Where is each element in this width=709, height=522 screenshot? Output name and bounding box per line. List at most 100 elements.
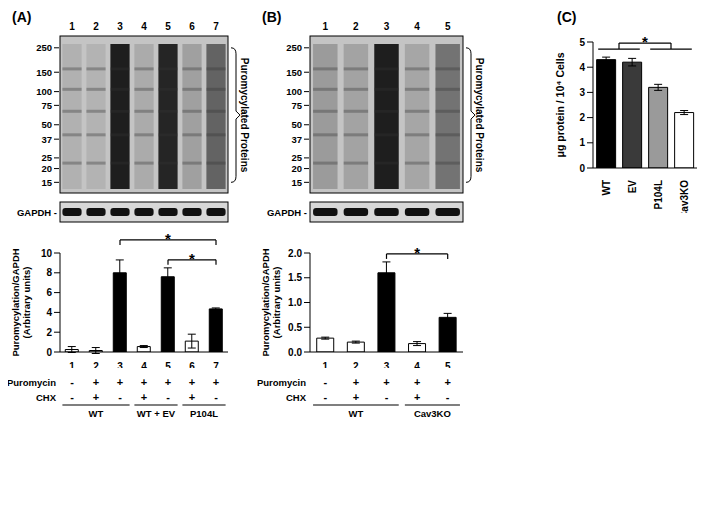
svg-text:1: 1 xyxy=(323,361,329,368)
svg-text:+: + xyxy=(444,376,450,388)
svg-text:50: 50 xyxy=(291,119,302,130)
svg-text:+: + xyxy=(117,376,123,388)
svg-text:4: 4 xyxy=(141,21,147,32)
svg-text:Puromycylation/GAPDH: Puromycylation/GAPDH xyxy=(10,248,21,356)
svg-text:Cav3KO: Cav3KO xyxy=(679,180,690,213)
svg-text:3: 3 xyxy=(117,21,123,32)
svg-text:+: + xyxy=(141,376,147,388)
svg-text:+: + xyxy=(353,391,359,403)
svg-text:1: 1 xyxy=(579,137,585,148)
svg-text:+: + xyxy=(213,376,219,388)
svg-text:Puromycylated Proteins: Puromycylated Proteins xyxy=(474,58,485,173)
svg-text:WT: WT xyxy=(89,408,104,419)
svg-text:-: - xyxy=(118,391,122,403)
svg-text:20: 20 xyxy=(41,163,52,174)
svg-text:0.0: 0.0 xyxy=(288,347,302,358)
svg-text:0: 0 xyxy=(46,347,52,358)
svg-text:(A): (A) xyxy=(12,9,31,25)
svg-text:Puromycin: Puromycin xyxy=(257,377,306,388)
svg-text:15: 15 xyxy=(291,177,302,188)
svg-text:-: - xyxy=(70,391,74,403)
svg-text:GAPDH -: GAPDH - xyxy=(267,207,307,218)
svg-text:+: + xyxy=(93,391,99,403)
svg-text:Puromycin: Puromycin xyxy=(8,377,56,388)
svg-text:EV: EV xyxy=(627,180,638,194)
svg-text:3: 3 xyxy=(384,21,390,32)
svg-text:+: + xyxy=(414,376,420,388)
svg-text:5: 5 xyxy=(445,21,451,32)
svg-text:250: 250 xyxy=(36,42,52,53)
svg-text:CHX: CHX xyxy=(36,392,57,403)
svg-text:75: 75 xyxy=(291,100,302,111)
svg-text:*: * xyxy=(642,33,648,50)
svg-text:1: 1 xyxy=(69,21,75,32)
svg-text:*: * xyxy=(165,230,171,247)
svg-text:150: 150 xyxy=(286,67,302,78)
svg-text:μg protein / 10⁴ Cells: μg protein / 10⁴ Cells xyxy=(554,52,566,157)
svg-text:8: 8 xyxy=(46,267,52,278)
svg-text:6: 6 xyxy=(189,21,195,32)
svg-text:2: 2 xyxy=(353,21,359,32)
svg-text:0: 0 xyxy=(579,163,585,174)
svg-text:P104L: P104L xyxy=(190,408,218,419)
svg-text:+: + xyxy=(189,376,195,388)
svg-text:WT: WT xyxy=(349,408,364,419)
svg-text:*: * xyxy=(189,250,195,267)
svg-text:Puromycylation/GAPDH: Puromycylation/GAPDH xyxy=(260,248,271,356)
svg-text:5: 5 xyxy=(165,21,171,32)
svg-text:7: 7 xyxy=(213,21,219,32)
svg-text:6: 6 xyxy=(189,361,195,368)
svg-text:+: + xyxy=(141,391,147,403)
svg-text:-: - xyxy=(214,391,218,403)
svg-text:+: + xyxy=(414,391,420,403)
svg-text:4: 4 xyxy=(414,361,420,368)
svg-text:1.5: 1.5 xyxy=(288,272,302,283)
svg-text:-: - xyxy=(166,391,170,403)
svg-text:3: 3 xyxy=(384,361,390,368)
svg-text:2: 2 xyxy=(93,361,99,368)
svg-text:(C): (C) xyxy=(557,9,576,25)
svg-text:4: 4 xyxy=(46,307,52,318)
svg-text:+: + xyxy=(93,376,99,388)
svg-text:3: 3 xyxy=(117,361,123,368)
svg-text:CHX: CHX xyxy=(286,392,307,403)
svg-text:2.0: 2.0 xyxy=(288,248,302,259)
svg-text:75: 75 xyxy=(41,100,52,111)
svg-text:1.0: 1.0 xyxy=(288,297,302,308)
svg-text:-: - xyxy=(70,376,74,388)
svg-text:37: 37 xyxy=(41,134,52,145)
svg-text:P104L: P104L xyxy=(653,180,664,209)
svg-text:7: 7 xyxy=(213,361,219,368)
svg-text:+: + xyxy=(189,391,195,403)
svg-text:-: - xyxy=(446,391,450,403)
svg-text:4: 4 xyxy=(141,361,147,368)
svg-text:25: 25 xyxy=(291,152,302,163)
svg-text:(Arbitrary units): (Arbitrary units) xyxy=(21,267,32,339)
svg-text:+: + xyxy=(165,376,171,388)
svg-text:(Arbitrary units): (Arbitrary units) xyxy=(271,267,282,339)
svg-text:15: 15 xyxy=(41,177,52,188)
svg-text:-: - xyxy=(323,376,327,388)
svg-text:37: 37 xyxy=(291,134,302,145)
svg-text:5: 5 xyxy=(579,37,585,48)
svg-text:50: 50 xyxy=(41,119,52,130)
svg-text:Cav3KO: Cav3KO xyxy=(414,408,451,419)
svg-text:4: 4 xyxy=(414,21,420,32)
svg-text:3: 3 xyxy=(579,87,585,98)
svg-text:10: 10 xyxy=(41,248,53,259)
svg-text:5: 5 xyxy=(445,361,451,368)
svg-text:250: 250 xyxy=(286,42,302,53)
svg-text:2: 2 xyxy=(353,361,359,368)
svg-text:2: 2 xyxy=(579,112,585,123)
svg-text:Puromycylated Proteins: Puromycylated Proteins xyxy=(239,58,250,173)
svg-text:*: * xyxy=(414,244,420,261)
svg-text:1: 1 xyxy=(69,361,75,368)
svg-text:100: 100 xyxy=(36,86,52,97)
svg-text:4: 4 xyxy=(579,62,585,73)
svg-text:WT: WT xyxy=(601,180,612,196)
svg-text:6: 6 xyxy=(46,287,52,298)
svg-text:0.5: 0.5 xyxy=(288,322,302,333)
svg-text:150: 150 xyxy=(36,67,52,78)
svg-text:GAPDH -: GAPDH - xyxy=(17,207,57,218)
svg-text:20: 20 xyxy=(291,163,302,174)
